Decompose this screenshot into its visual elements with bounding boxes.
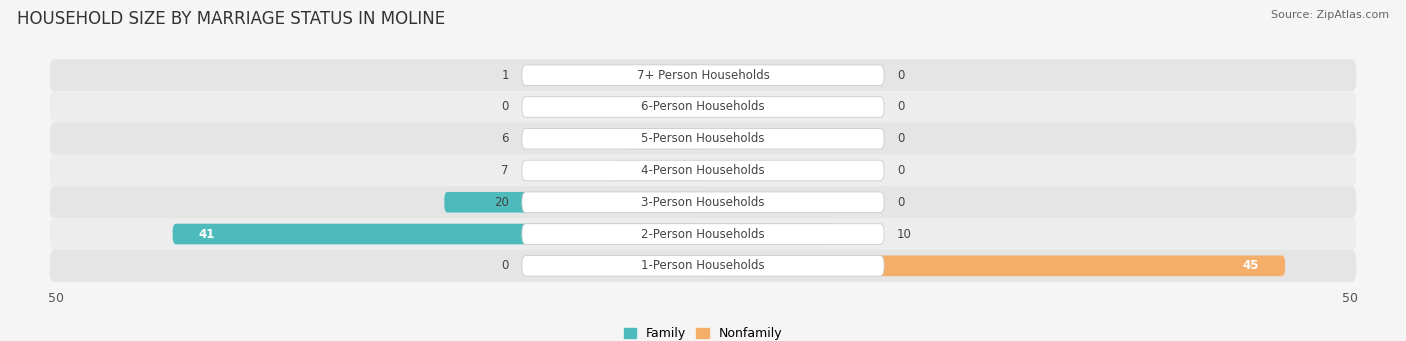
Text: 0: 0 xyxy=(502,101,509,114)
Text: 3-Person Households: 3-Person Households xyxy=(641,196,765,209)
Text: 0: 0 xyxy=(897,69,904,82)
Text: 0: 0 xyxy=(897,132,904,145)
Text: 0: 0 xyxy=(897,101,904,114)
FancyBboxPatch shape xyxy=(49,250,1357,282)
Text: 1: 1 xyxy=(502,69,509,82)
Text: 5-Person Households: 5-Person Households xyxy=(641,132,765,145)
Text: 0: 0 xyxy=(502,259,509,272)
FancyBboxPatch shape xyxy=(522,255,884,276)
Text: 7+ Person Households: 7+ Person Households xyxy=(637,69,769,82)
Text: 0: 0 xyxy=(897,164,904,177)
Text: Source: ZipAtlas.com: Source: ZipAtlas.com xyxy=(1271,10,1389,20)
FancyBboxPatch shape xyxy=(626,129,703,149)
FancyBboxPatch shape xyxy=(522,224,884,244)
FancyBboxPatch shape xyxy=(49,218,1357,250)
FancyBboxPatch shape xyxy=(522,97,884,117)
FancyBboxPatch shape xyxy=(522,192,884,212)
FancyBboxPatch shape xyxy=(522,65,884,86)
FancyBboxPatch shape xyxy=(49,91,1357,123)
FancyBboxPatch shape xyxy=(444,192,703,212)
Text: 4-Person Households: 4-Person Households xyxy=(641,164,765,177)
FancyBboxPatch shape xyxy=(173,224,703,244)
FancyBboxPatch shape xyxy=(613,160,703,181)
Text: 6: 6 xyxy=(502,132,509,145)
FancyBboxPatch shape xyxy=(703,224,832,244)
FancyBboxPatch shape xyxy=(522,160,884,181)
FancyBboxPatch shape xyxy=(49,59,1357,91)
Text: 2-Person Households: 2-Person Households xyxy=(641,227,765,240)
Text: 0: 0 xyxy=(897,196,904,209)
Legend: Family, Nonfamily: Family, Nonfamily xyxy=(619,322,787,341)
Text: 45: 45 xyxy=(1243,259,1260,272)
Text: 20: 20 xyxy=(494,196,509,209)
Text: 10: 10 xyxy=(897,227,912,240)
FancyBboxPatch shape xyxy=(522,129,884,149)
Text: HOUSEHOLD SIZE BY MARRIAGE STATUS IN MOLINE: HOUSEHOLD SIZE BY MARRIAGE STATUS IN MOL… xyxy=(17,10,444,28)
Text: 6-Person Households: 6-Person Households xyxy=(641,101,765,114)
FancyBboxPatch shape xyxy=(690,65,703,86)
FancyBboxPatch shape xyxy=(49,154,1357,187)
FancyBboxPatch shape xyxy=(49,123,1357,155)
Text: 7: 7 xyxy=(502,164,509,177)
FancyBboxPatch shape xyxy=(49,186,1357,218)
FancyBboxPatch shape xyxy=(703,255,1285,276)
Text: 1-Person Households: 1-Person Households xyxy=(641,259,765,272)
Text: 41: 41 xyxy=(198,227,215,240)
